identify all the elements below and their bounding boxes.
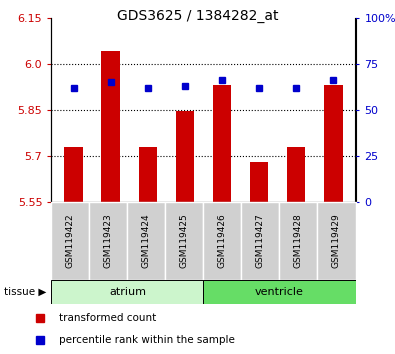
- Bar: [139, 147, 157, 202]
- Text: GDS3625 / 1384282_at: GDS3625 / 1384282_at: [117, 9, 278, 23]
- Bar: [203, 280, 356, 304]
- Text: GSM119423: GSM119423: [104, 213, 113, 268]
- Text: GSM119429: GSM119429: [332, 213, 341, 268]
- Bar: [127, 202, 166, 280]
- Bar: [89, 202, 127, 280]
- Bar: [166, 202, 203, 280]
- Bar: [102, 51, 120, 202]
- Text: GSM119422: GSM119422: [66, 213, 75, 268]
- Bar: [279, 202, 318, 280]
- Bar: [51, 202, 89, 280]
- Text: GSM119425: GSM119425: [180, 213, 189, 268]
- Bar: [64, 147, 83, 202]
- Text: GSM119428: GSM119428: [294, 213, 303, 268]
- Text: tissue ▶: tissue ▶: [4, 287, 46, 297]
- Bar: [287, 147, 305, 202]
- Text: GSM119427: GSM119427: [256, 213, 265, 268]
- Text: GSM119426: GSM119426: [218, 213, 227, 268]
- Text: GSM119424: GSM119424: [142, 213, 151, 268]
- Bar: [203, 202, 241, 280]
- Bar: [213, 85, 231, 202]
- Bar: [241, 202, 279, 280]
- Bar: [176, 111, 194, 202]
- Text: atrium: atrium: [109, 287, 146, 297]
- Text: transformed count: transformed count: [59, 313, 156, 323]
- Bar: [250, 162, 268, 202]
- Text: percentile rank within the sample: percentile rank within the sample: [59, 335, 235, 345]
- Bar: [51, 280, 203, 304]
- Bar: [324, 85, 342, 202]
- Text: ventricle: ventricle: [255, 287, 304, 297]
- Bar: [318, 202, 356, 280]
